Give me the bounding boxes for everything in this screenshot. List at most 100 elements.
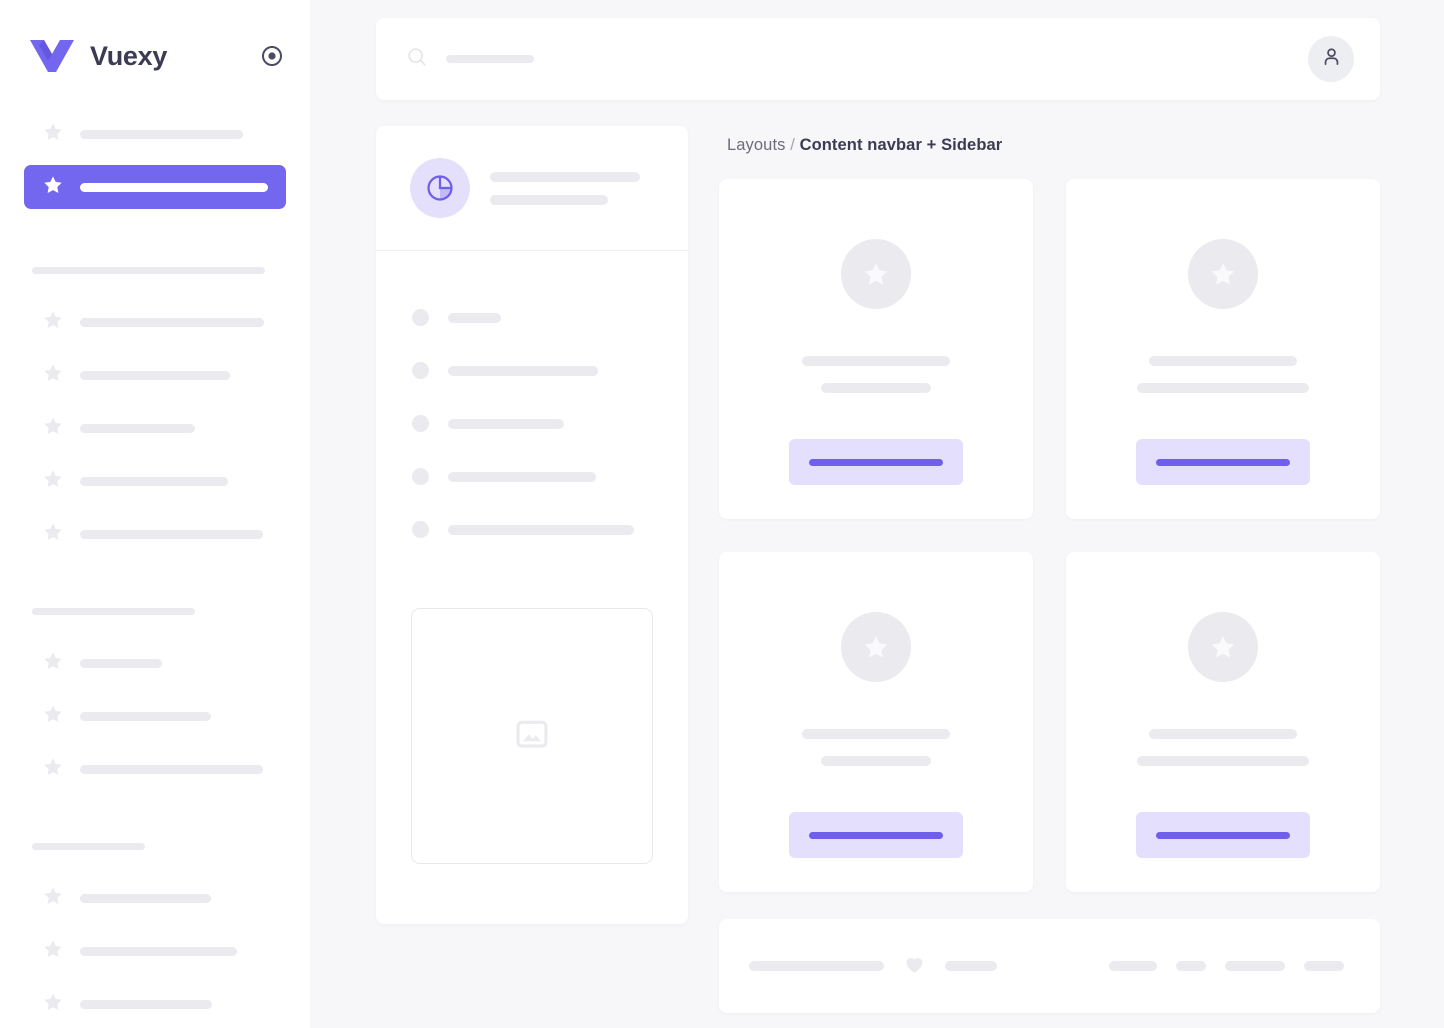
- sidebar: Vuexy: [0, 0, 310, 1028]
- card-action-button[interactable]: [789, 812, 963, 858]
- star-icon: [42, 938, 64, 965]
- footer-link-skeleton[interactable]: [1176, 961, 1206, 971]
- star-icon: [42, 885, 64, 912]
- sidebar-item-6[interactable]: [24, 512, 286, 556]
- star-icon: [42, 415, 64, 442]
- nav-group-0: [24, 112, 286, 209]
- nav-section-heading-skeleton: [32, 843, 145, 850]
- card-text-skeleton: [719, 356, 1033, 393]
- sidebar-item-label-skeleton: [80, 182, 268, 192]
- card-button-label-skeleton: [1156, 831, 1290, 839]
- card-button-label-skeleton: [1156, 458, 1290, 466]
- search-icon: [406, 46, 428, 73]
- nav-group-1: [24, 267, 286, 556]
- footer-link-skeleton[interactable]: [1225, 961, 1285, 971]
- card-avatar: [841, 612, 911, 682]
- star-icon: [42, 121, 64, 148]
- image-placeholder-icon: [513, 715, 551, 758]
- sidebar-item-label-skeleton: [80, 946, 237, 956]
- sidebar-item-3[interactable]: [24, 353, 286, 397]
- sidebar-item-4[interactable]: [24, 406, 286, 450]
- list-item[interactable]: [412, 450, 664, 503]
- card-line-1: [1149, 729, 1297, 739]
- bullet-dot-icon: [412, 362, 429, 379]
- star-icon: [42, 362, 64, 389]
- star-icon: [42, 650, 64, 677]
- sidebar-item-label-skeleton: [80, 711, 211, 721]
- sidebar-item-label-skeleton: [80, 423, 195, 433]
- sidebar-item-label-skeleton: [80, 658, 162, 668]
- card-0[interactable]: [719, 179, 1033, 519]
- sidebar-item-5[interactable]: [24, 459, 286, 503]
- card-button-label-skeleton: [809, 458, 943, 466]
- panel-header-line-2: [490, 194, 608, 205]
- footer-right-group: [1109, 961, 1344, 971]
- breadcrumb-separator: /: [790, 136, 795, 154]
- star-icon: [42, 468, 64, 495]
- sidebar-item-7[interactable]: [24, 641, 286, 685]
- list-item[interactable]: [412, 344, 664, 397]
- content-columns: Layouts / Content navbar + Sidebar: [376, 126, 1380, 1013]
- sidebar-item-label-skeleton: [80, 129, 243, 139]
- list-item-label-skeleton: [448, 471, 596, 482]
- user-avatar-button[interactable]: [1308, 36, 1354, 82]
- main-content: Layouts / Content navbar + Sidebar: [310, 0, 1444, 1028]
- sidebar-item-10[interactable]: [24, 876, 286, 920]
- heart-icon[interactable]: [902, 951, 927, 981]
- panel-header-skeleton: [490, 171, 664, 205]
- list-item-label-skeleton: [448, 312, 501, 323]
- circle-dot-pin-icon[interactable]: [258, 42, 286, 70]
- footer-link-skeleton[interactable]: [1304, 961, 1344, 971]
- card-2[interactable]: [719, 552, 1033, 892]
- sidebar-item-label-skeleton: [80, 317, 264, 327]
- sidebar-item-0[interactable]: [24, 112, 286, 156]
- card-action-button[interactable]: [1136, 812, 1310, 858]
- star-icon: [42, 521, 64, 548]
- sidebar-item-12[interactable]: [24, 982, 286, 1026]
- sidebar-item-8[interactable]: [24, 694, 286, 738]
- card-action-button[interactable]: [1136, 439, 1310, 485]
- card-1[interactable]: [1066, 179, 1380, 519]
- user-avatar-icon: [1320, 45, 1343, 73]
- card-line-2: [1137, 756, 1309, 766]
- footer-text-skeleton: [749, 961, 884, 971]
- footer-link-skeleton[interactable]: [1109, 961, 1157, 971]
- list-item[interactable]: [412, 503, 664, 556]
- sidebar-item-2[interactable]: [24, 300, 286, 344]
- card-action-button[interactable]: [789, 439, 963, 485]
- breadcrumb-parent[interactable]: Layouts: [727, 136, 786, 154]
- sidebar-item-label-skeleton: [80, 764, 263, 774]
- image-placeholder-box[interactable]: [411, 608, 653, 864]
- list-item[interactable]: [412, 397, 664, 450]
- star-icon: [42, 703, 64, 730]
- list-item-label-skeleton: [448, 524, 634, 535]
- card-avatar: [841, 239, 911, 309]
- brand-header: Vuexy: [24, 0, 286, 112]
- card-avatar: [1188, 239, 1258, 309]
- search-input[interactable]: [406, 46, 1308, 73]
- panel-list: [376, 251, 688, 556]
- sidebar-item-label-skeleton: [80, 999, 212, 1009]
- pie-chart-icon: [410, 158, 470, 218]
- bullet-dot-icon: [412, 521, 429, 538]
- footer-link-skeleton[interactable]: [945, 961, 997, 971]
- sidebar-item-1-active[interactable]: [24, 165, 286, 209]
- sidebar-item-9[interactable]: [24, 747, 286, 791]
- panel-header-line-1: [490, 171, 640, 182]
- card-button-label-skeleton: [809, 831, 943, 839]
- list-item[interactable]: [412, 291, 664, 344]
- card-avatar: [1188, 612, 1258, 682]
- card-line-1: [1149, 356, 1297, 366]
- left-sidebar-panel: [376, 126, 688, 924]
- nav-group-2: [24, 608, 286, 791]
- card-3[interactable]: [1066, 552, 1380, 892]
- search-placeholder-skeleton: [446, 55, 534, 63]
- sidebar-item-11[interactable]: [24, 929, 286, 973]
- content-navbar: [376, 18, 1380, 100]
- card-grid: [719, 179, 1380, 892]
- card-text-skeleton: [719, 729, 1033, 766]
- sidebar-item-label-skeleton: [80, 476, 228, 486]
- card-line-1: [802, 729, 950, 739]
- star-icon: [42, 309, 64, 336]
